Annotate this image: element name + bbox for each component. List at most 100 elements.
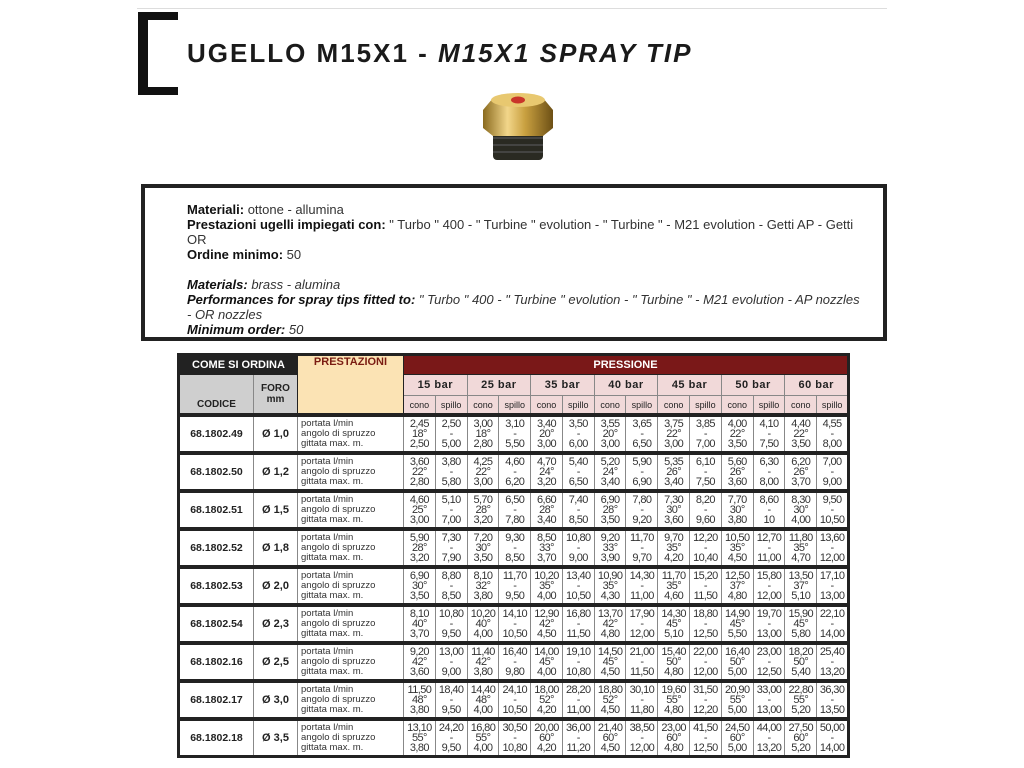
angle-value: 30° xyxy=(666,504,682,516)
cone-value-cell: 12,90 42° 4,50 xyxy=(530,603,563,643)
angle-value: - xyxy=(513,428,517,440)
range-value: 4,00 xyxy=(537,590,557,602)
performance-label: gittata max. m. xyxy=(301,666,364,677)
angle-value: - xyxy=(703,504,708,516)
angle-value: - xyxy=(830,732,835,744)
angle-value: - xyxy=(767,542,771,554)
angle-value: 35° xyxy=(666,542,682,554)
range-value: 9,50 xyxy=(441,704,462,716)
pin-value-cell: 33,00-13,00 xyxy=(752,679,786,719)
code-cell: 68.1802.54 xyxy=(178,603,254,643)
range-value: 7,00 xyxy=(695,438,716,450)
cone-value-cell: 15,90 45° 5,80 xyxy=(784,603,818,643)
pin-value-cell: 31,50-12,20 xyxy=(689,679,722,719)
flow-value: 8,10 xyxy=(473,570,493,582)
angle-value: - xyxy=(703,618,708,630)
min-order-it: Ordine minimo: 50 xyxy=(187,247,302,262)
min-order-en: Minimum order: 50 xyxy=(187,322,304,337)
table-row: 68.1802.16 Ø 2,5 portata l/min angolo di sp… xyxy=(178,641,849,681)
flow-value: 2,45 xyxy=(409,418,430,430)
cone-value-cell: 4,25 22° 3,00 xyxy=(466,451,500,491)
pin-value-cell: 21,00-11,50 xyxy=(625,641,659,681)
flow-value: 10,50 xyxy=(724,532,750,544)
range-value: 3,60 xyxy=(664,514,684,526)
flow-value: 10,80 xyxy=(566,532,591,544)
range-value: 4,60 xyxy=(664,590,684,602)
flow-value: 5,10 xyxy=(441,494,462,506)
range-value: 10,50 xyxy=(502,704,527,716)
range-value: 9,20 xyxy=(632,514,652,526)
angle-value: 26° xyxy=(666,466,682,478)
range-value: 12,00 xyxy=(819,552,845,564)
cone-value-cell: 11,70 35° 4,60 xyxy=(657,565,691,605)
angle-value: - xyxy=(767,732,771,744)
spray-tip-image xyxy=(483,93,553,160)
range-value: 3,00 xyxy=(409,514,430,526)
pin-value-cell: 8,60-10 xyxy=(752,489,786,529)
angle-value: 35° xyxy=(539,580,554,592)
cone-value-cell: 4,00 22° 3,50 xyxy=(720,413,754,453)
cone-value-cell: 2,45 18° 2,50 xyxy=(403,413,436,453)
range-value: 11,50 xyxy=(566,628,591,640)
table-row: 68.1802.17 Ø 3,0 portata l/min angolo di sp… xyxy=(178,679,849,719)
bore-cell: Ø 1,2 xyxy=(253,451,298,491)
pin-subheader: spillo xyxy=(816,395,849,416)
angle-value: 35° xyxy=(666,580,682,592)
flow-value: 16,80 xyxy=(470,722,496,734)
cone-value-cell: 14,30 45° 5,10 xyxy=(657,603,691,643)
range-value: 4,00 xyxy=(473,704,493,716)
range-value: 4,50 xyxy=(600,666,621,678)
flow-value: 7,20 xyxy=(473,532,493,544)
angle-value: - xyxy=(513,732,517,744)
angle-value: - xyxy=(576,618,581,630)
angle-value: - xyxy=(640,542,644,554)
pin-value-cell: 9,30-8,50 xyxy=(498,527,532,567)
angle-value: - xyxy=(640,504,644,516)
angle-value: 33° xyxy=(539,542,554,554)
angle-value: - xyxy=(576,656,581,668)
flow-value: 12,70 xyxy=(756,532,782,544)
table-row: 68.1802.50 Ø 1,2 portata l/min angolo di sp… xyxy=(178,451,849,491)
angle-value: - xyxy=(830,504,835,516)
range-value: 6,20 xyxy=(505,476,525,488)
angle-value: 42° xyxy=(602,618,618,630)
pin-value-cell: 30,10-11,80 xyxy=(625,679,659,719)
cone-value-cell: 22,80 55° 5,20 xyxy=(784,679,818,719)
cone-value-cell: 18,00 52° 4,20 xyxy=(530,679,563,719)
cone-value-cell: 9,70 35° 4,20 xyxy=(657,527,691,567)
angle-value: 25° xyxy=(411,504,427,516)
flow-value: 13,50 xyxy=(788,570,814,582)
pin-value-cell: 3,65-6,50 xyxy=(625,413,659,453)
flow-value: 19,70 xyxy=(756,608,782,620)
flow-value: 6,20 xyxy=(791,456,811,468)
bracket-decoration xyxy=(138,12,178,95)
cone-subheader: cono xyxy=(720,395,754,416)
page-title: UGELLO M15X1 - M15X1 SPRAY TIP xyxy=(187,38,693,69)
angle-value: - xyxy=(703,656,708,668)
range-value: 14,00 xyxy=(819,742,845,754)
code-cell: 68.1802.18 xyxy=(178,717,254,757)
pressure-15-bar: 15 bar xyxy=(403,374,468,396)
flow-value: 4,00 xyxy=(727,418,748,430)
cone-value-cell: 10,20 40° 4,00 xyxy=(466,603,500,643)
pin-subheader: spillo xyxy=(625,395,659,416)
angle-value: - xyxy=(703,580,708,592)
performance-label: angolo di spruzzo xyxy=(301,504,376,515)
performance-header: PRESTAZIONI xyxy=(297,354,404,416)
flow-value: 9,70 xyxy=(664,532,684,544)
angle-value: 18° xyxy=(475,428,491,440)
range-value: 9,70 xyxy=(632,552,652,564)
pin-value-cell: 3,50-6,00 xyxy=(561,413,595,453)
angle-value: - xyxy=(513,656,517,668)
title-italian: UGELLO M15X1 - xyxy=(187,38,439,68)
angle-value: 48° xyxy=(411,694,427,706)
performance-labels-cell: portata l/min angolo di spruzzo gittata ma… xyxy=(297,489,404,529)
code-cell: 68.1802.51 xyxy=(178,489,254,529)
flow-value: 28,20 xyxy=(566,684,591,696)
angle-value: 35° xyxy=(793,542,809,554)
flow-value: 11,70 xyxy=(661,570,686,582)
range-value: 8,00 xyxy=(822,438,843,450)
angle-value: 37° xyxy=(729,580,745,592)
flow-value: 14,30 xyxy=(661,608,686,620)
info-box: Materiali: ottone - allumina Prestazioni… xyxy=(141,184,887,341)
